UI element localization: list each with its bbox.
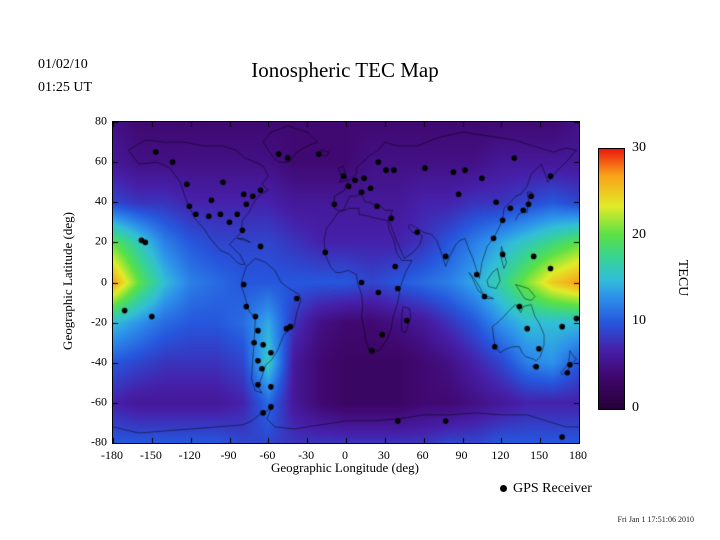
gps-receiver-legend: GPS Receiver: [500, 481, 592, 497]
x-tick-label: 150: [530, 448, 549, 462]
x-tick-label: 90: [455, 448, 468, 462]
colorbar: [598, 148, 625, 410]
colorbar-tick-label: 0: [632, 400, 639, 415]
x-tick-label: 0: [342, 448, 348, 462]
y-tick-label: 20: [95, 233, 107, 248]
x-tick-label: -60: [259, 448, 276, 462]
colorbar-tick-label: 10: [632, 313, 646, 329]
y-tick-label: 80: [95, 113, 107, 128]
observation-time: 01:25 UT: [38, 80, 93, 95]
x-tick-label: 60: [416, 448, 429, 462]
x-tick-label: -30: [298, 448, 315, 462]
x-tick-label: -150: [139, 448, 162, 462]
gps-receiver-dot-icon: [500, 485, 507, 493]
x-tick-label: -180: [101, 448, 123, 462]
x-tick-label: -120: [178, 448, 201, 462]
y-tick-label: 0: [101, 274, 107, 288]
x-tick-label: 180: [569, 448, 587, 462]
x-tick-label: -90: [220, 448, 237, 462]
x-axis-label: Geographic Longitude (deg): [270, 460, 419, 475]
y-axis-label: Geographic Latitude (deg): [60, 212, 75, 350]
colorbar-tick-label: 30: [632, 140, 646, 155]
y-tick-label: -40: [91, 354, 107, 369]
x-tick-label: 30: [377, 448, 390, 462]
colorbar-tick-label: 20: [632, 226, 646, 242]
y-tick-label: -20: [91, 314, 107, 329]
render-timestamp: Fri Jan 1 17:51:06 2010: [617, 515, 694, 524]
y-tick-label: -60: [91, 394, 107, 409]
y-tick-label: 60: [95, 153, 107, 168]
y-tick-label: 40: [95, 193, 107, 208]
legend-label: GPS Receiver: [513, 481, 592, 496]
x-tick-label: 120: [491, 448, 510, 462]
observation-date: 01/02/10: [38, 57, 88, 72]
y-tick-label: -80: [91, 434, 107, 449]
tec-heatmap-canvas: [112, 121, 580, 444]
page-title: Ionospheric TEC Map: [251, 58, 439, 82]
colorbar-unit-label: TECU: [675, 259, 690, 297]
